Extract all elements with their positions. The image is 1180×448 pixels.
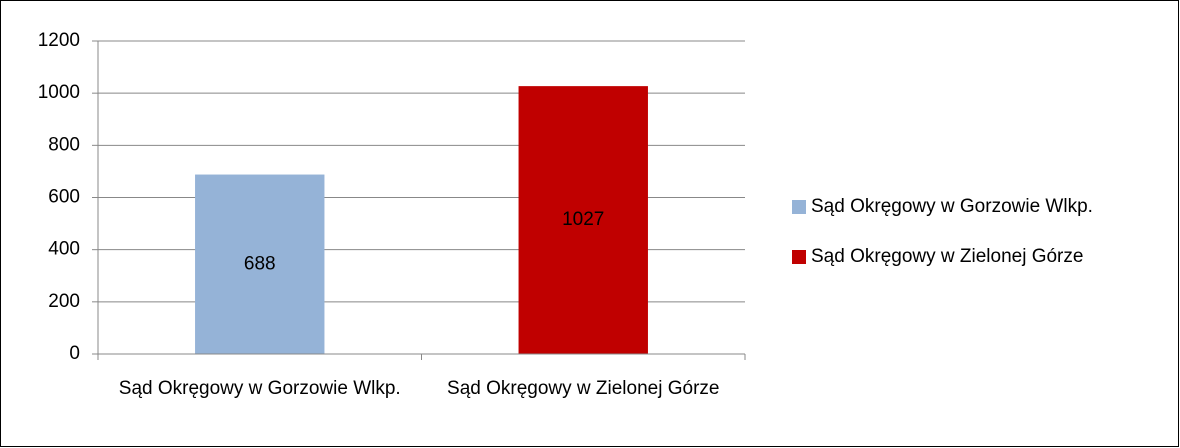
data-label: 1027 bbox=[562, 209, 604, 230]
y-tick-label: 1200 bbox=[38, 30, 80, 51]
y-tick-label: 400 bbox=[48, 239, 80, 260]
x-tick-label: Sąd Okręgowy w Zielonej Górze bbox=[447, 378, 720, 399]
y-tick-label: 800 bbox=[48, 134, 80, 155]
bar bbox=[195, 174, 325, 354]
y-tick-label: 200 bbox=[48, 291, 80, 312]
legend-swatch bbox=[792, 250, 806, 264]
legend-swatch bbox=[792, 200, 806, 214]
y-tick-label: 600 bbox=[48, 187, 80, 208]
bar bbox=[518, 86, 648, 354]
y-tick-label: 1000 bbox=[38, 82, 80, 103]
legend-label: Sąd Okręgowy w Gorzowie Wlkp. bbox=[811, 196, 1093, 217]
legend-label: Sąd Okręgowy w Zielonej Górze bbox=[811, 246, 1083, 267]
y-tick-label: 0 bbox=[69, 343, 80, 364]
x-tick-label: Sąd Okręgowy w Gorzowie Wlkp. bbox=[118, 378, 401, 399]
data-label: 688 bbox=[244, 253, 276, 274]
